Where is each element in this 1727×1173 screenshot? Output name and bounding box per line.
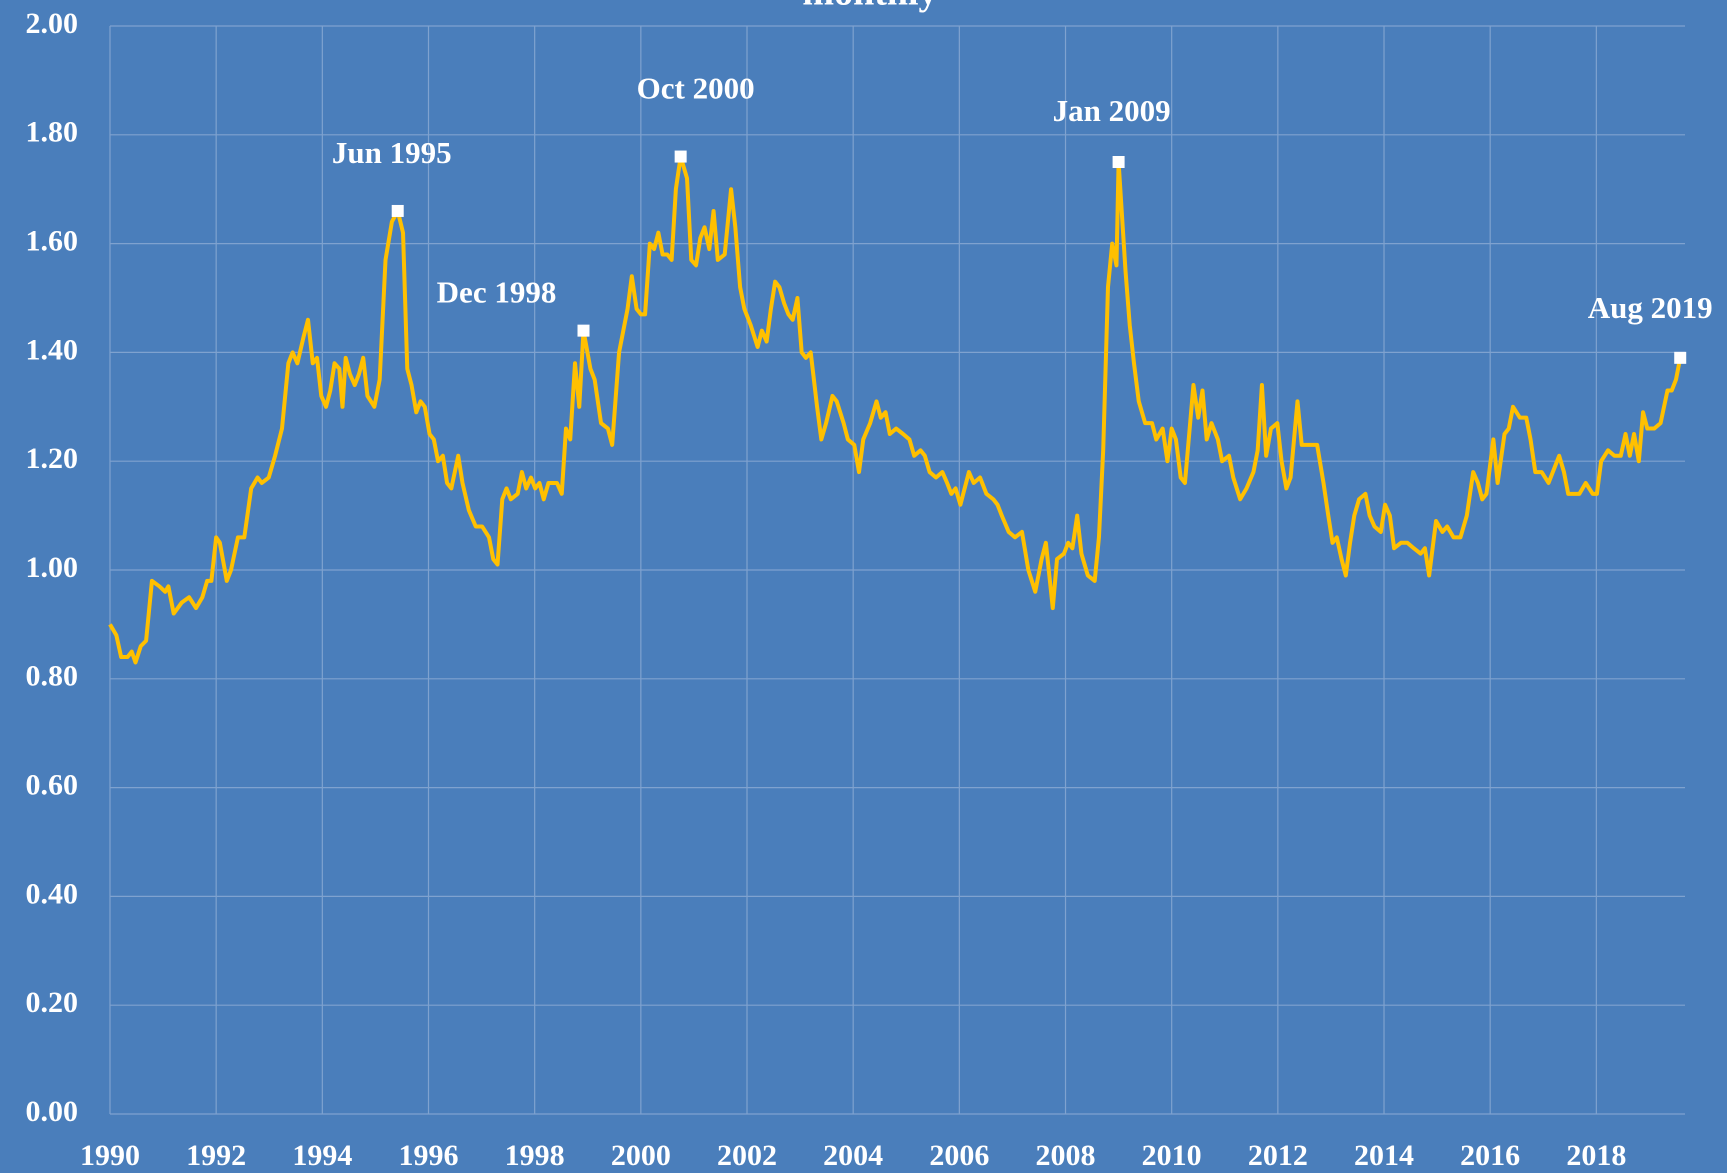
x-tick-label: 1996 — [399, 1139, 459, 1172]
y-tick-label: 1.20 — [26, 442, 79, 475]
y-tick-label: 0.40 — [26, 877, 79, 910]
x-tick-label: 2004 — [823, 1139, 883, 1172]
x-tick-label: 2010 — [1142, 1139, 1202, 1172]
y-tick-label: 0.80 — [26, 660, 79, 693]
x-tick-label: 1990 — [80, 1139, 140, 1172]
y-tick-label: 0.20 — [26, 986, 79, 1019]
annotation-marker — [577, 324, 590, 337]
annotation-label: Jan 2009 — [1053, 93, 1171, 128]
y-tick-label: 0.00 — [26, 1095, 79, 1128]
x-tick-label: 2018 — [1566, 1139, 1626, 1172]
annotation-label: Oct 2000 — [637, 71, 755, 106]
data-line — [108, 154, 1683, 665]
chart-title: monthly — [802, 0, 937, 14]
x-tick-label: 2012 — [1248, 1139, 1308, 1172]
annotation-marker — [1674, 351, 1687, 364]
x-tick-label: 2002 — [717, 1139, 777, 1172]
y-tick-label: 2.00 — [26, 7, 79, 40]
y-tick-label: 0.60 — [26, 768, 79, 801]
x-tick-label: 1998 — [505, 1139, 565, 1172]
annotation-label: Jun 1995 — [332, 135, 452, 170]
annotation-marker — [1112, 156, 1125, 168]
x-tick-label: 1992 — [186, 1139, 246, 1172]
x-tick-label: 2014 — [1354, 1139, 1414, 1172]
annotation-label: Dec 1998 — [437, 275, 557, 310]
annotation-marker — [391, 204, 404, 217]
annotation-label: Aug 2019 — [1588, 290, 1713, 325]
y-tick-label: 1.40 — [26, 333, 79, 366]
annotation-marker — [674, 150, 687, 163]
x-tick-label: 2006 — [929, 1139, 989, 1172]
x-tick-label: 2008 — [1036, 1139, 1096, 1172]
x-tick-label: 2000 — [611, 1139, 671, 1172]
y-tick-label: 1.60 — [26, 224, 79, 257]
y-tick-label: 1.00 — [26, 551, 79, 584]
x-tick-label: 1994 — [292, 1139, 352, 1172]
x-tick-label: 2016 — [1460, 1139, 1520, 1172]
y-tick-label: 1.80 — [26, 116, 79, 149]
